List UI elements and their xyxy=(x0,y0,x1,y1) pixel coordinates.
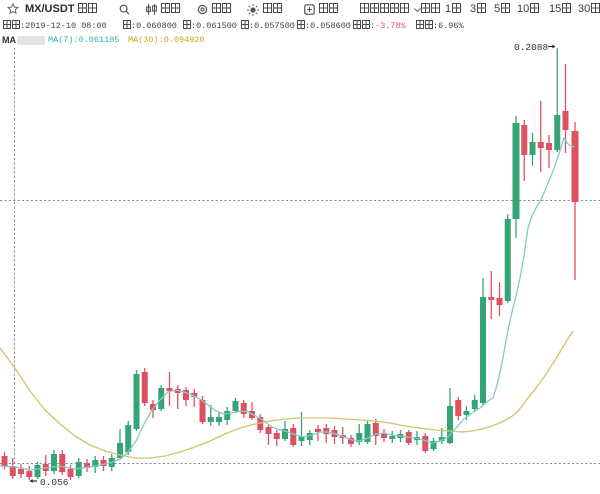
svg-text:0.2088: 0.2088 xyxy=(514,42,549,53)
svg-text:0.056: 0.056 xyxy=(40,477,69,488)
